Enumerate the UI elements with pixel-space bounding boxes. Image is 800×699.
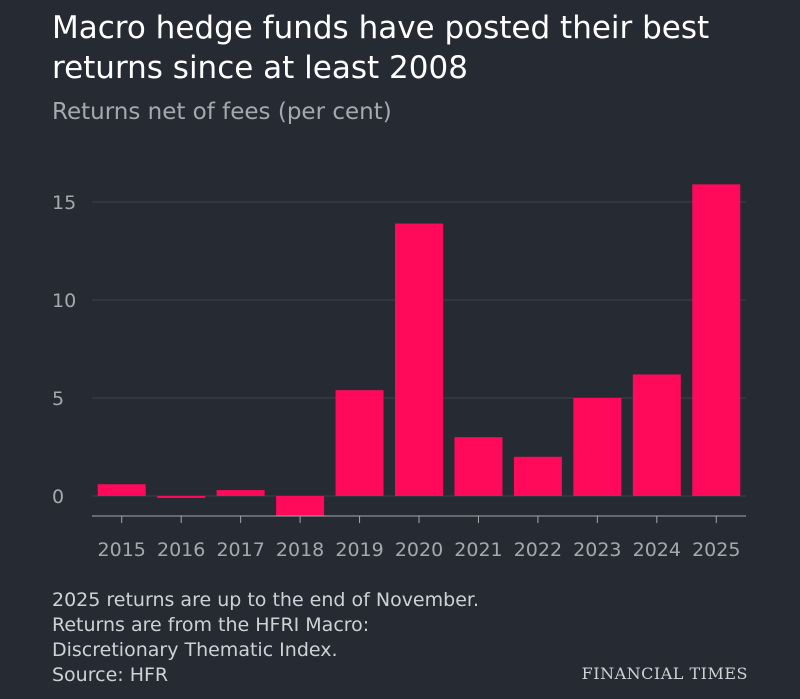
x-tick-label: 2015 — [98, 539, 146, 561]
bar-2020 — [395, 223, 443, 496]
x-tick-label: 2020 — [395, 539, 443, 561]
bar-2018 — [276, 496, 325, 516]
bar-2015 — [97, 484, 146, 496]
y-tick-label: 10 — [52, 290, 76, 312]
bar-chart: 0 5 10 15 2015 2016 2017 2018 2019 2020 2021 2022 20… — [52, 184, 746, 561]
bar-2024 — [632, 374, 681, 496]
x-tick-label: 2021 — [454, 539, 502, 561]
x-tick-label: 2018 — [276, 539, 324, 561]
y-tick-label: 15 — [52, 192, 76, 214]
y-tick-label: 5 — [52, 388, 64, 410]
x-tick-label: 2024 — [633, 539, 681, 561]
bar-2016 — [157, 496, 206, 498]
chart-title: Macro hedge funds have posted their best… — [52, 10, 710, 86]
bar-2025 — [692, 184, 741, 497]
bar-2023 — [573, 398, 622, 496]
x-tick-label: 2019 — [335, 539, 383, 561]
bar-2019 — [335, 390, 384, 496]
note-line: Discretionary Thematic Index. — [52, 639, 338, 661]
chart-subtitle: Returns net of fees (per cent) — [52, 99, 392, 125]
note-line: 2025 returns are up to the end of Novemb… — [52, 589, 479, 611]
bars — [97, 184, 741, 516]
x-tick-label: 2023 — [573, 539, 621, 561]
x-axis — [92, 515, 746, 523]
source-note: Source: HFR — [52, 664, 169, 686]
chart-notes: 2025 returns are up to the end of Novemb… — [52, 588, 479, 688]
x-tick-label: 2025 — [692, 539, 740, 561]
bar-2022 — [513, 456, 562, 496]
x-tick-label: 2022 — [514, 539, 562, 561]
note-line: Returns are from the HFRI Macro: — [52, 614, 370, 636]
bar-2021 — [454, 437, 503, 496]
bar-2017 — [216, 490, 265, 496]
x-tick-label: 2016 — [157, 539, 205, 561]
tick-labels: 0 5 10 15 2015 2016 2017 2018 2019 2020 2021 2022 20… — [52, 192, 740, 561]
x-tick-label: 2017 — [216, 539, 264, 561]
ft-logo: FINANCIAL TIMES — [581, 664, 748, 683]
y-tick-label: 0 — [52, 486, 64, 508]
